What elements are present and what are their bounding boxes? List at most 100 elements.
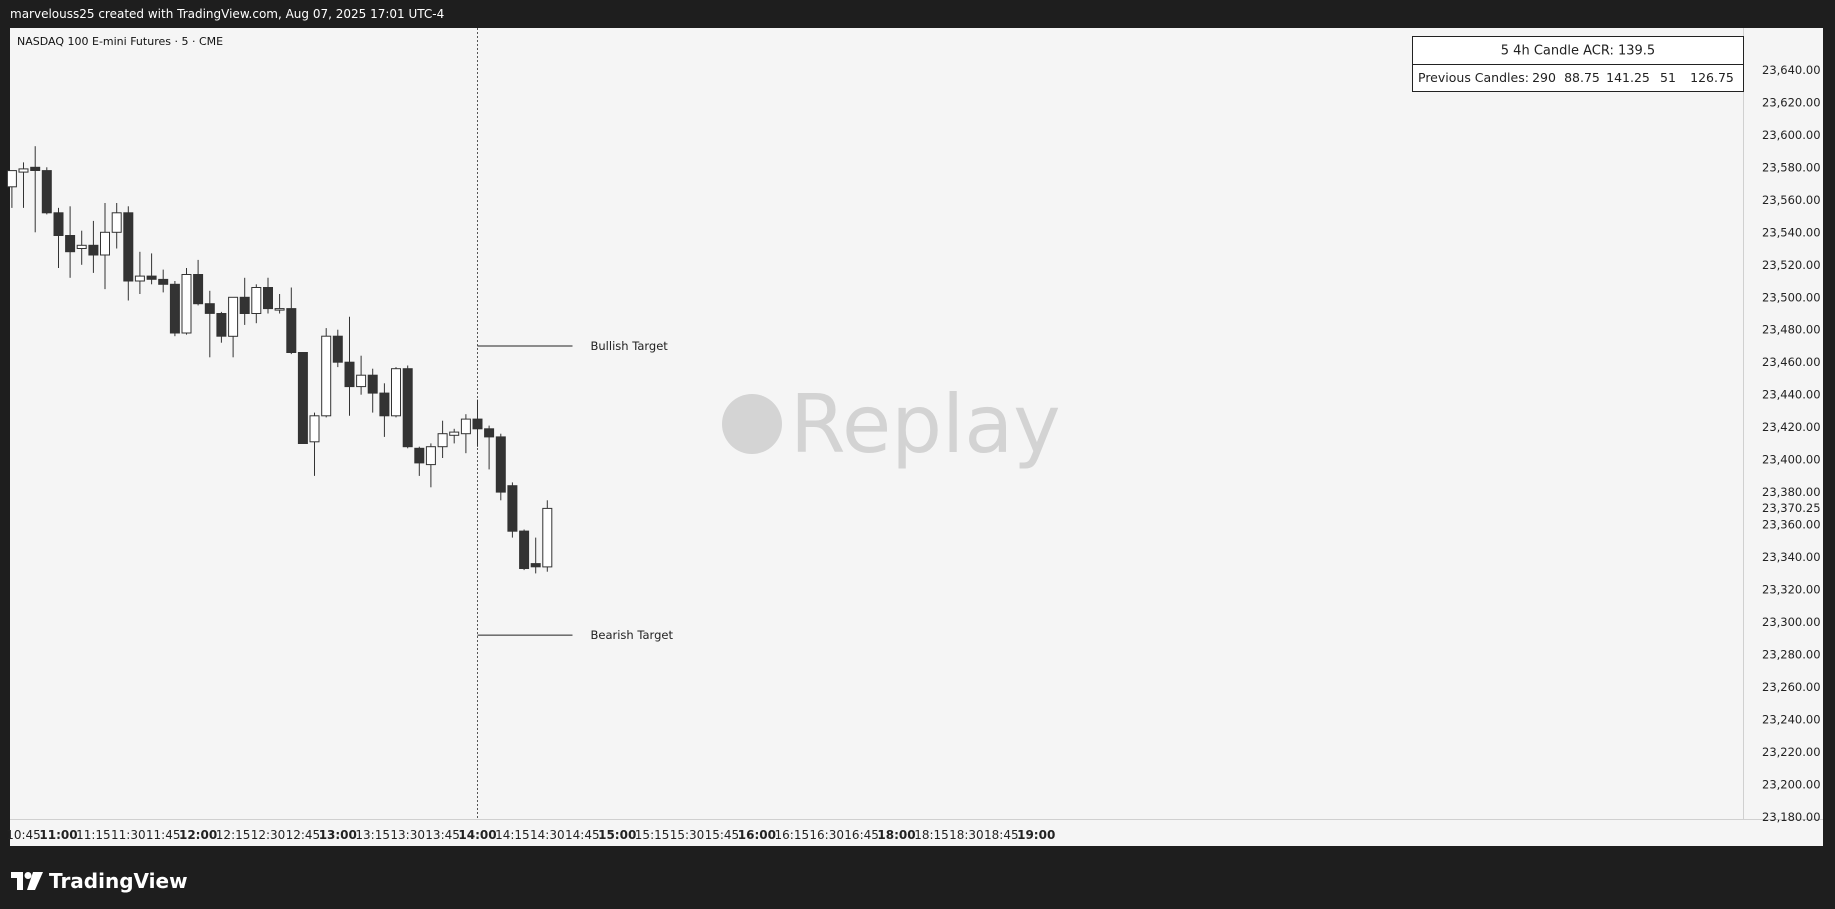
candle[interactable] xyxy=(100,203,110,290)
candle[interactable] xyxy=(18,162,29,208)
candle[interactable] xyxy=(484,425,495,470)
candle[interactable] xyxy=(332,329,343,368)
candle[interactable] xyxy=(402,365,413,449)
current-price-label: 23,370.25 xyxy=(1762,501,1821,515)
x-tick-label: 14:00 xyxy=(458,828,496,842)
candle-body xyxy=(88,244,99,256)
y-tick-label: 23,560.00 xyxy=(1762,193,1821,207)
header-bar: marvelouss25 created with TradingView.co… xyxy=(0,0,1835,28)
candle[interactable] xyxy=(425,443,436,488)
candle-body xyxy=(169,283,180,334)
candle[interactable] xyxy=(519,529,530,571)
candle[interactable] xyxy=(76,230,87,265)
candle[interactable] xyxy=(507,482,518,538)
y-tick-label: 23,360.00 xyxy=(1762,518,1821,532)
candle[interactable] xyxy=(356,355,367,395)
candle-body xyxy=(228,296,239,337)
y-tick-label: 23,400.00 xyxy=(1762,453,1821,467)
target-lines: Bullish Target Bearish Target xyxy=(477,339,673,642)
y-tick-label: 23,320.00 xyxy=(1762,583,1821,597)
candle[interactable] xyxy=(530,537,541,574)
candle[interactable] xyxy=(391,367,401,418)
candle-body xyxy=(367,374,378,394)
candle-body xyxy=(263,287,273,310)
candle[interactable] xyxy=(344,316,355,416)
candle[interactable] xyxy=(158,269,169,293)
x-tick-label: 16:00 xyxy=(738,828,776,842)
candle[interactable] xyxy=(123,206,134,301)
candle[interactable] xyxy=(169,281,180,337)
x-tick-label: 13:15 xyxy=(355,828,390,842)
info-table-value: 290 xyxy=(1532,70,1556,85)
replay-icon xyxy=(722,394,782,454)
x-tick-label: 18:15 xyxy=(914,828,949,842)
candle[interactable] xyxy=(297,352,308,444)
candle-body xyxy=(30,166,41,172)
candle[interactable] xyxy=(53,207,64,268)
candle[interactable] xyxy=(181,268,192,335)
candle-body xyxy=(379,392,390,417)
candle[interactable] xyxy=(472,399,483,447)
y-tick-label: 23,180.00 xyxy=(1762,810,1821,824)
candle[interactable] xyxy=(495,433,506,501)
x-tick-label: 12:15 xyxy=(216,828,251,842)
info-table-value: 51 xyxy=(1660,70,1676,85)
tradingview-logo-icon xyxy=(11,872,43,890)
candle-body xyxy=(391,368,401,417)
chart-title: NASDAQ 100 E-mini Futures · 5 · CME xyxy=(17,35,223,48)
y-tick-label: 23,620.00 xyxy=(1762,95,1821,109)
candle[interactable] xyxy=(216,311,227,343)
y-tick-label: 23,240.00 xyxy=(1762,713,1821,727)
candle[interactable] xyxy=(134,251,145,294)
candle[interactable] xyxy=(274,294,285,314)
candle[interactable] xyxy=(263,277,273,314)
y-tick-label: 23,600.00 xyxy=(1762,128,1821,142)
candle[interactable] xyxy=(542,500,553,572)
candle[interactable] xyxy=(88,220,99,273)
candle-body xyxy=(344,361,355,388)
candle[interactable] xyxy=(239,277,250,325)
x-tick-label: 12:30 xyxy=(251,828,286,842)
y-tick-label: 23,380.00 xyxy=(1762,485,1821,499)
candle-body xyxy=(495,436,506,493)
candle[interactable] xyxy=(449,428,460,444)
candle[interactable] xyxy=(321,328,332,418)
candle[interactable] xyxy=(228,296,239,358)
candle[interactable] xyxy=(146,253,157,285)
x-tick-label: 15:15 xyxy=(635,828,670,842)
candle[interactable] xyxy=(460,414,471,454)
candle-body xyxy=(41,170,52,214)
candle[interactable] xyxy=(111,203,122,249)
candle-body xyxy=(472,418,483,430)
candle[interactable] xyxy=(251,284,262,324)
candle-body xyxy=(530,563,541,568)
candle[interactable] xyxy=(41,167,52,215)
candle-body xyxy=(53,212,64,237)
tradingview-brand[interactable]: TradingView xyxy=(11,868,188,894)
candle[interactable] xyxy=(30,146,41,233)
x-tick-label: 16:30 xyxy=(809,828,844,842)
candle-body xyxy=(18,168,29,173)
candle-body xyxy=(437,433,448,448)
info-table: 5 4h Candle ACR: 139.5 Previous Candles:… xyxy=(1412,36,1744,92)
candle[interactable] xyxy=(204,290,215,358)
candle[interactable] xyxy=(193,259,204,306)
y-tick-label: 23,340.00 xyxy=(1762,550,1821,564)
x-tick-label: 14:15 xyxy=(495,828,530,842)
x-tick-label: 11:15 xyxy=(76,828,111,842)
candle[interactable] xyxy=(309,412,320,476)
candle[interactable] xyxy=(65,206,76,278)
candle-body xyxy=(414,447,425,464)
candle-body xyxy=(356,374,367,388)
candle-body xyxy=(321,335,332,417)
candle[interactable] xyxy=(286,287,297,355)
candle[interactable] xyxy=(367,368,378,413)
candle[interactable] xyxy=(379,383,390,437)
x-tick-label: 18:45 xyxy=(984,828,1019,842)
candle[interactable] xyxy=(437,420,448,458)
candle-body xyxy=(286,308,297,354)
candle[interactable] xyxy=(6,170,17,208)
candle[interactable] xyxy=(414,446,425,476)
candle-body xyxy=(134,275,145,282)
